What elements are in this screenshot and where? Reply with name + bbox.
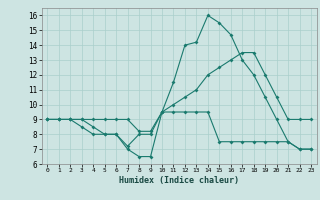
X-axis label: Humidex (Indice chaleur): Humidex (Indice chaleur) — [119, 176, 239, 185]
